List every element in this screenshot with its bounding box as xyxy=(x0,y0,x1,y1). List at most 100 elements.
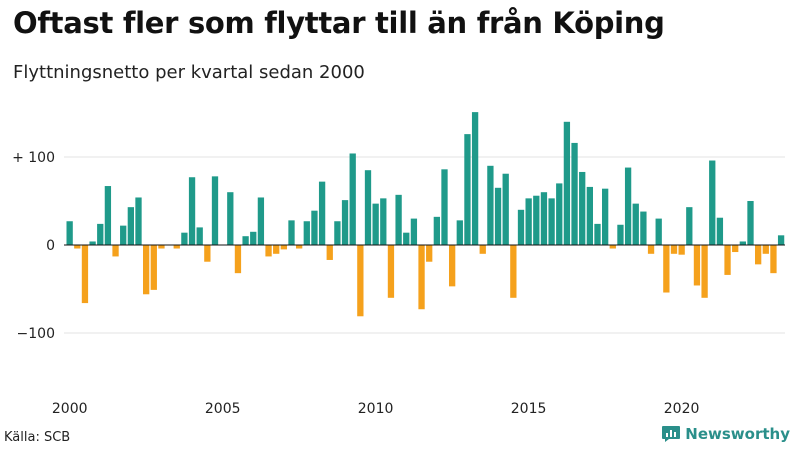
bar xyxy=(158,245,165,249)
bar xyxy=(624,167,632,245)
bar xyxy=(693,245,701,286)
y-tick-label: 0 xyxy=(46,238,55,254)
bar xyxy=(418,245,425,310)
x-tick-label: 2020 xyxy=(664,401,700,417)
x-tick-label: 2015 xyxy=(511,401,547,417)
bar xyxy=(181,232,188,245)
bar xyxy=(502,173,509,245)
bar xyxy=(464,134,471,245)
bar xyxy=(510,245,517,298)
bar xyxy=(112,245,119,257)
bar xyxy=(517,209,525,245)
bar xyxy=(311,210,318,245)
bar xyxy=(234,245,242,274)
bar xyxy=(403,232,410,245)
bar xyxy=(288,220,295,245)
bar xyxy=(686,207,693,245)
grid-lines xyxy=(64,156,785,334)
bar xyxy=(732,245,739,253)
bar xyxy=(670,245,678,254)
bar xyxy=(471,112,479,246)
bar xyxy=(273,245,280,254)
bar xyxy=(242,236,249,245)
bar xyxy=(265,245,272,257)
bar xyxy=(770,245,777,274)
chart-title: Oftast fler som flyttar till än från Köp… xyxy=(13,6,665,40)
bar xyxy=(380,198,387,245)
x-tick-label: 2010 xyxy=(358,401,394,417)
bar xyxy=(173,245,180,249)
bar xyxy=(640,211,647,245)
bar xyxy=(135,197,142,245)
bar xyxy=(364,170,372,245)
bar xyxy=(296,245,303,249)
bar xyxy=(548,198,555,245)
bar xyxy=(303,221,310,245)
bar xyxy=(334,221,341,245)
bar xyxy=(326,245,333,260)
chart-subtitle: Flyttningsnetto per kvartal sedan 2000 xyxy=(13,62,365,83)
bar xyxy=(89,241,96,245)
bar xyxy=(81,245,89,304)
bar xyxy=(211,176,219,245)
x-tick-label: 2005 xyxy=(205,401,241,417)
bar xyxy=(663,245,670,293)
bar xyxy=(762,245,769,254)
brand-logo[interactable]: Newsworthy xyxy=(661,425,790,443)
bar xyxy=(341,200,349,245)
bar xyxy=(525,198,532,245)
bar xyxy=(150,245,157,290)
bar xyxy=(127,207,134,245)
bar xyxy=(227,192,234,245)
bar xyxy=(204,245,211,262)
bar xyxy=(563,121,571,245)
bar xyxy=(533,195,540,245)
bar xyxy=(433,216,440,245)
x-tick-label: 2000 xyxy=(52,401,88,417)
bar xyxy=(74,245,81,249)
bar xyxy=(426,245,433,262)
y-tick-label: −100 xyxy=(17,326,55,342)
bar xyxy=(747,201,754,245)
bar xyxy=(602,188,609,245)
bar xyxy=(318,181,326,245)
bar xyxy=(479,245,486,254)
bar xyxy=(586,186,593,245)
bar xyxy=(395,194,402,245)
bar xyxy=(456,220,463,245)
bar xyxy=(678,245,685,255)
bar xyxy=(579,171,586,245)
bars xyxy=(66,112,785,317)
y-tick-label: + 100 xyxy=(12,150,55,166)
bar xyxy=(257,197,265,245)
bar xyxy=(487,165,494,245)
bar xyxy=(755,245,762,265)
chart-logo-icon xyxy=(662,426,681,442)
bar xyxy=(372,203,379,245)
bar xyxy=(250,231,257,245)
bar xyxy=(724,245,731,275)
bar xyxy=(349,153,356,245)
bar xyxy=(441,169,448,245)
bar xyxy=(716,217,724,245)
bar xyxy=(655,218,662,245)
bar xyxy=(120,225,127,245)
bar xyxy=(410,218,418,245)
bar xyxy=(647,245,655,254)
bar xyxy=(556,183,563,245)
bar xyxy=(709,160,716,245)
bar xyxy=(494,187,502,245)
bar xyxy=(739,241,746,245)
bar xyxy=(280,245,287,250)
bar xyxy=(609,245,616,249)
bar xyxy=(777,235,785,245)
bar xyxy=(104,186,112,245)
bar xyxy=(449,245,456,287)
bar xyxy=(387,245,395,298)
bar xyxy=(540,192,548,245)
bar xyxy=(594,223,601,245)
brand-name: Newsworthy xyxy=(685,425,790,443)
bar xyxy=(617,224,624,245)
bar xyxy=(97,223,104,245)
